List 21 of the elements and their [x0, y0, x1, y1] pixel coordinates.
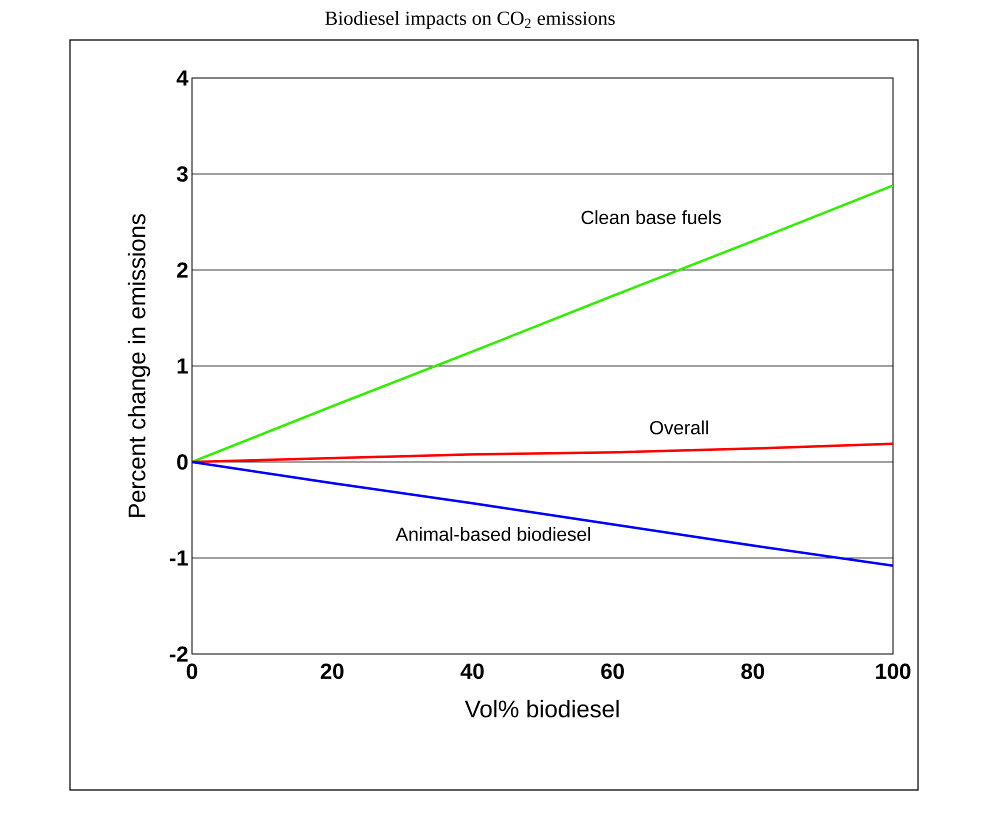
x-tick-label: 100 — [876, 664, 910, 680]
series-label: Clean base fuels — [582, 210, 721, 224]
y-tick-label: -1 — [170, 550, 188, 566]
x-tick-label: 80 — [741, 664, 764, 680]
x-tick-label: 60 — [601, 664, 624, 680]
chart-title: Biodiesel impacts on CO$_{2}$ emissions — [325, 10, 615, 30]
y-tick-label: -2 — [170, 646, 188, 662]
y-tick-label: 3 — [176, 166, 188, 182]
line-series — [192, 184, 894, 464]
y-tick-label: 2 — [177, 262, 188, 278]
x-axis-title: Vol% biodiesel — [464, 700, 619, 718]
x-tick-label: 40 — [460, 664, 484, 680]
line-series — [192, 460, 894, 567]
y-tick-label: 4 — [176, 70, 188, 86]
x-tick-label: 20 — [320, 664, 344, 680]
y-tick-label: 1 — [178, 358, 188, 374]
y-tick-label: 0 — [177, 454, 188, 470]
series-label: Animal-based biodiesel — [396, 527, 590, 541]
y-axis-title: Percent change in emissions — [128, 214, 150, 517]
line-series — [192, 442, 894, 464]
series-label: Overall — [650, 420, 708, 434]
